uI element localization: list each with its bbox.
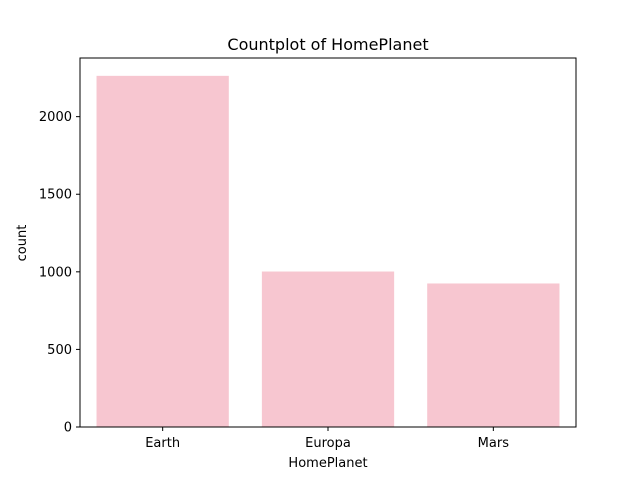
y-tick-label-500: 500 [47, 343, 72, 358]
bar-mars [427, 283, 560, 427]
x-tick-label-earth: Earth [145, 436, 180, 451]
y-tick-label-1000: 1000 [39, 265, 72, 280]
y-axis-label: count [15, 225, 30, 262]
bar-europa [261, 271, 395, 427]
y-tick-label-2000: 2000 [39, 110, 72, 125]
y-tick-label-0: 0 [64, 421, 72, 436]
y-axis-ticks: 0 500 1000 1500 2000 [39, 110, 80, 436]
x-axis-ticks: Earth Europa Mars [145, 427, 509, 451]
plot-frame [79, 57, 577, 428]
x-tick-label-europa: Europa [305, 436, 351, 451]
bars-group [96, 75, 560, 427]
x-tick-label-mars: Mars [478, 436, 510, 451]
bar-earth [96, 75, 229, 427]
x-axis-label: HomePlanet [288, 456, 367, 471]
chart-title: Countplot of HomePlanet [227, 35, 428, 54]
y-tick-label-1500: 1500 [39, 188, 72, 203]
